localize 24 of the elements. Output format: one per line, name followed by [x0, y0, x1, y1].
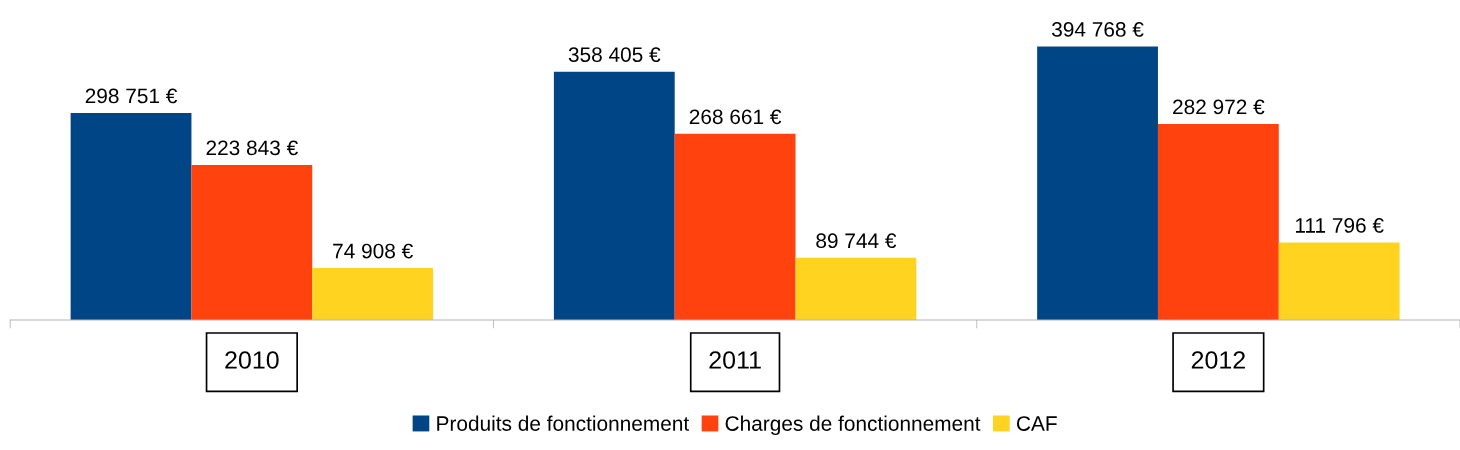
data-label: 223 843 € — [206, 140, 298, 156]
bar — [795, 257, 917, 320]
bar — [553, 71, 675, 320]
data-label: 282 972 € — [1173, 99, 1265, 115]
bar — [70, 113, 192, 320]
data-label: 111 796 € — [1295, 218, 1384, 233]
x-tick-label: 2010 — [225, 351, 279, 369]
bar — [191, 164, 313, 320]
bar — [674, 133, 796, 320]
bar — [1157, 123, 1279, 320]
data-label: 89 744 € — [816, 233, 897, 249]
x-tick-label: 2011 — [709, 351, 761, 369]
bar — [312, 268, 434, 320]
legend-label: Charges de fonctionnement — [725, 415, 981, 436]
bar — [1037, 46, 1158, 320]
data-label: 358 405 € — [568, 47, 661, 62]
x-tick-label: 2012 — [1191, 351, 1245, 369]
data-label: 298 751 € — [85, 88, 178, 104]
bar — [1278, 242, 1400, 320]
data-label: 268 661 € — [689, 109, 782, 125]
legend-label: Produits de fonctionnement — [437, 415, 690, 431]
data-label: 394 768 € — [1052, 22, 1144, 37]
legend-label: CAF — [1016, 416, 1057, 431]
data-label: 74 908 € — [333, 243, 413, 259]
